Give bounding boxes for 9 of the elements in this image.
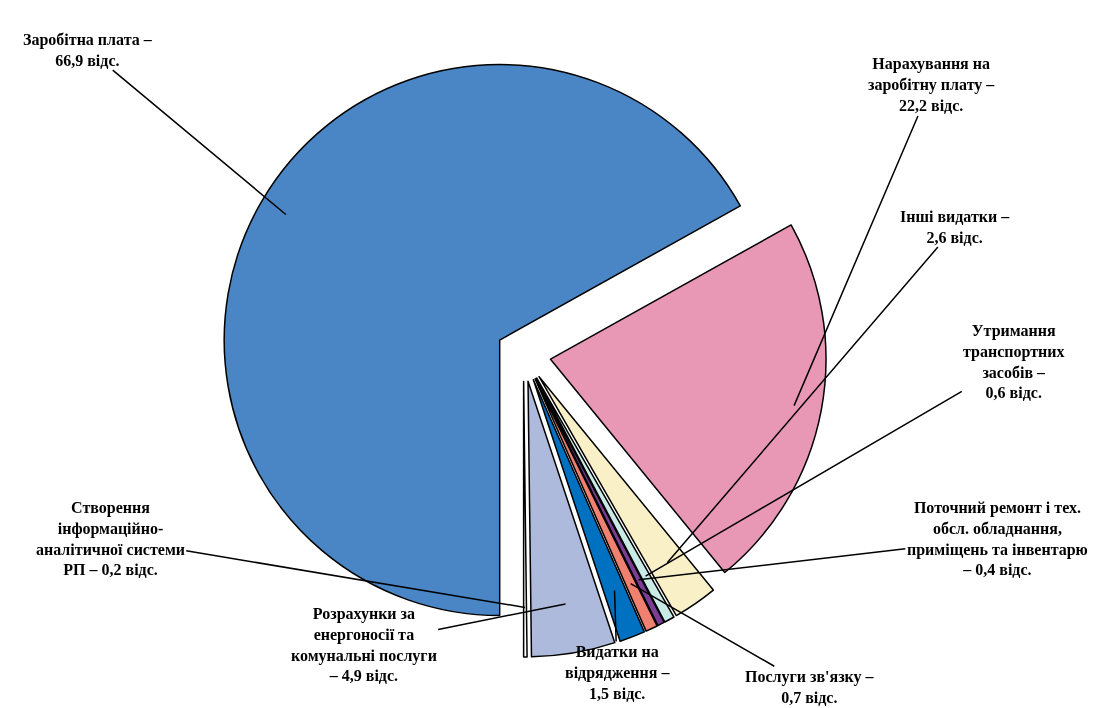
slice-label: Нарахування на заробітну плату – 22,2 відс. — [868, 55, 996, 114]
slice-label: Поточний ремонт і тех. обсл. обладнання, приміщень та інвентарю – 0,4 відс. — [907, 499, 1088, 579]
slice-label: Видатки на відрядження – 1,5 відс. — [565, 643, 671, 702]
slice-label: Послуги зв'язку – 0,7 відс. — [745, 668, 875, 706]
slice-label: Розрахунки за енергоносії та комунальні послуги – 4,9 відс. — [291, 605, 437, 685]
slice-label: Створення інформаційно-аналітичної системи РП – 0,2 відс. — [36, 499, 186, 579]
slice-label: Утримання транспортних засобів – 0,6 відс. — [963, 322, 1065, 402]
slice-label: Інші видатки – 2,6 відс. — [900, 208, 1011, 246]
slice-label: Заробітна плата – 66,9 відс. — [23, 31, 153, 69]
